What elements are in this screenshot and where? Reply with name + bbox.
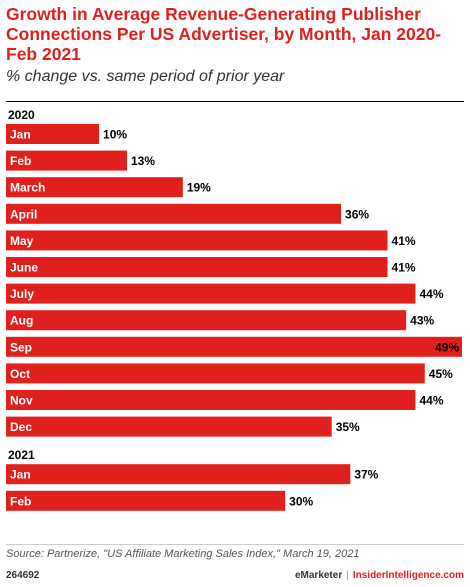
bar-2020-jan [6,124,100,144]
chart-id: 264692 [6,570,40,581]
chart-subtitle: % change vs. same period of prior year [6,68,285,85]
category-label-2020-march: March [10,181,45,195]
value-label-2020-dec: 35% [336,420,360,434]
category-label-2020-jan: Jan [10,128,31,142]
value-label-2020-nov: 44% [419,394,443,408]
category-label-2020-april: April [10,207,37,221]
value-label-2020-jan: 10% [103,128,127,142]
category-label-2020-nov: Nov [10,394,33,408]
footer-brand: eMarketer | InsiderIntelligence.com [295,570,464,581]
bar-2020-july [6,283,416,304]
category-label-2021-jan: Jan [10,468,31,482]
bar-2020-sep [6,336,462,357]
value-label-2020-aug: 43% [410,314,434,328]
brand-insiderintelligence: InsiderIntelligence.com [352,570,464,581]
bar-chart: 2020 Jan 10% Feb 13% March 19% April 36% May 41% Ju… [6,108,462,511]
bar-2020-feb [6,150,127,171]
group-label-2020: 2020 [8,108,35,122]
value-label-2020-april: 36% [345,207,369,221]
value-label-2020-oct: 45% [429,367,453,381]
bar-2020-may [6,230,388,251]
category-label-2020-dec: Dec [10,420,32,434]
category-label-2020-feb: Feb [10,154,31,168]
bar-2020-dec [6,416,332,437]
category-label-2020-june: June [10,261,38,275]
category-label-2020-sep: Sep [10,340,32,354]
bar-2020-aug [6,310,407,331]
bar-2020-oct [6,363,425,384]
header-divider [6,101,464,102]
footer-divider [6,544,464,545]
value-label-2021-feb: 30% [289,494,313,508]
bar-2020-june [6,257,388,277]
value-label-2020-march: 19% [187,181,211,195]
value-label-2020-june: 41% [392,261,416,275]
value-label-2020-may: 41% [392,234,416,248]
bar-2021-feb [6,490,286,511]
bar-2020-nov [6,390,416,410]
chart-title: Growth in Average Revenue-Generating Pub… [6,4,442,64]
value-label-2020-july: 44% [419,287,443,301]
value-label-2021-jan: 37% [354,468,378,482]
source-note: Source: Partnerize, "US Affiliate Market… [6,548,360,560]
bar-2021-jan [6,464,351,485]
value-label-2020-sep: 49% [435,340,459,354]
brand-emarketer: eMarketer [294,570,343,581]
bar-2020-april [6,203,342,224]
category-label-2020-may: May [10,234,34,248]
category-label-2020-aug: Aug [10,314,33,328]
category-label-2020-oct: Oct [10,367,30,381]
group-label-2021: 2021 [8,448,35,462]
category-label-2021-feb: Feb [10,494,31,508]
category-label-2020-july: July [10,287,34,301]
value-label-2020-feb: 13% [131,154,155,168]
brand-separator: | [346,570,349,581]
bar-2020-march [6,177,183,198]
